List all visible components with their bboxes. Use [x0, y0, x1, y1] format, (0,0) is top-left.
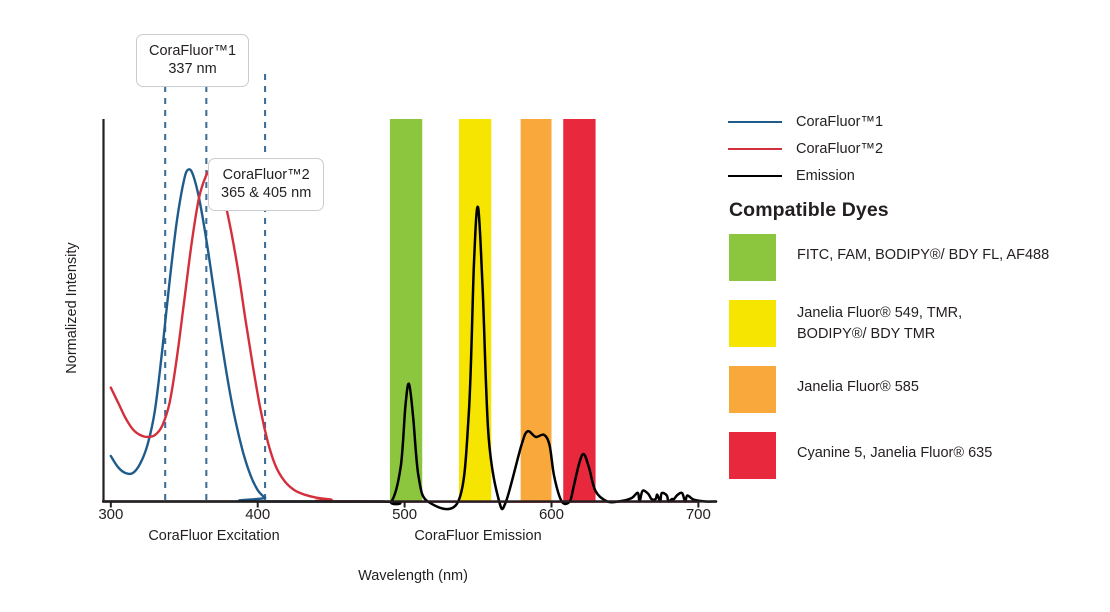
legend-item-1: CoraFluor™2: [728, 135, 1088, 162]
legend-item-label: Emission: [796, 167, 855, 184]
callout-corafluor1-line2: 337 nm: [168, 61, 217, 78]
legend-item-0: CoraFluor™1: [728, 108, 1088, 135]
green-band: [389, 119, 423, 502]
compatible-dyes-list: FITC, FAM, BODIPY®/ BDY FL, AF488 Janelia…: [729, 234, 1099, 498]
x-tick-600: 600: [538, 506, 564, 523]
excitation-marker-lines: [164, 74, 267, 502]
x-axis-ticks: [109, 501, 700, 508]
curve-corafluor1: [109, 168, 700, 503]
x-tick-400: 400: [245, 506, 271, 523]
legend-line-swatch: [728, 120, 782, 123]
dye-color-swatch: [729, 234, 776, 281]
red-band: [563, 119, 596, 502]
dye-item-label: Janelia Fluor® 585: [797, 379, 919, 395]
dye-item-2: Janelia Fluor® 585: [729, 366, 1099, 413]
legend-item-2: Emission: [728, 162, 1088, 189]
dye-color-swatch: [729, 366, 776, 413]
legend-item-label: CoraFluor™2: [796, 140, 884, 157]
dye-item-3: Cyanine 5, Janelia Fluor® 635: [729, 432, 1099, 479]
callout-corafluor2-line2: 365 & 405 nm: [221, 185, 312, 202]
legend-item-label: CoraFluor™1: [796, 113, 884, 130]
x-tick-700: 700: [685, 506, 711, 523]
callout-corafluor1: CoraFluor™1 337 nm: [136, 34, 250, 88]
y-axis-label: Normalized Intensity: [64, 242, 80, 374]
series-legend: CoraFluor™1 CoraFluor™2 Emission: [728, 108, 1088, 189]
dye-color-swatch: [729, 432, 776, 479]
legend-line-swatch: [728, 174, 782, 177]
legend-line-swatch: [728, 147, 782, 150]
callout-corafluor2: CoraFluor™2 365 & 405 nm: [208, 158, 325, 212]
orange-band: [520, 119, 552, 502]
dye-color-swatch: [729, 300, 776, 347]
dye-band-group: [389, 119, 596, 502]
callout-corafluor1-line1: CoraFluor™1: [149, 43, 237, 59]
excitation-range-label: CoraFluor Excitation: [148, 528, 280, 544]
dye-item-label: FITC, FAM, BODIPY®/ BDY FL, AF488: [797, 247, 1050, 263]
dye-item-label: Janelia Fluor® 549, TMR, BODIPY®/ BDY TMR: [797, 305, 963, 342]
x-tick-500: 500: [392, 506, 418, 523]
compatible-dyes-title: Compatible Dyes: [729, 199, 889, 221]
yellow-band: [458, 119, 492, 502]
x-axis-label: Wavelength (nm): [358, 568, 468, 584]
callout-corafluor2-line1: CoraFluor™2: [222, 167, 310, 183]
dye-item-0: FITC, FAM, BODIPY®/ BDY FL, AF488: [729, 234, 1099, 281]
emission-range-label: CoraFluor Emission: [414, 528, 542, 544]
dye-item-label: Cyanine 5, Janelia Fluor® 635: [797, 445, 993, 461]
dye-item-1: Janelia Fluor® 549, TMR, BODIPY®/ BDY TMR: [729, 300, 1099, 347]
x-tick-300: 300: [98, 506, 124, 523]
